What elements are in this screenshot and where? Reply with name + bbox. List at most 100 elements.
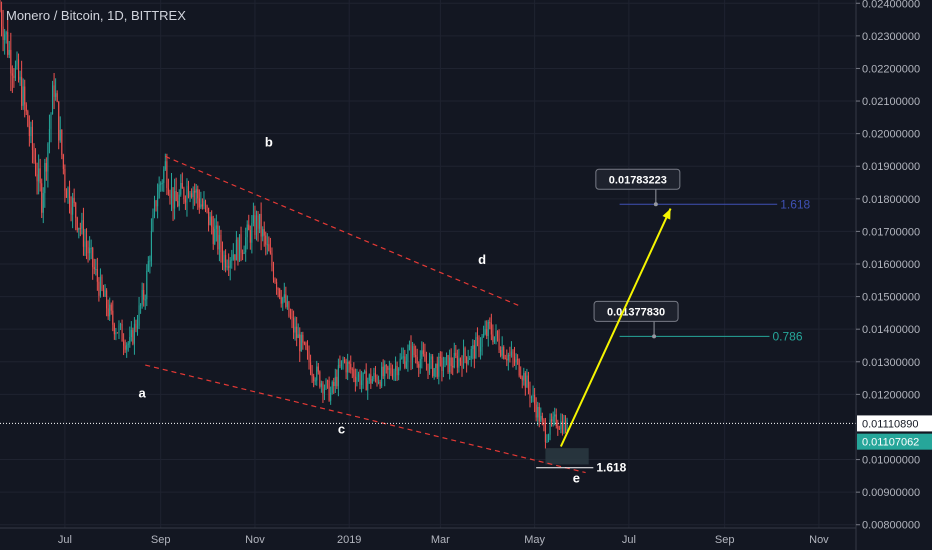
candle-body xyxy=(493,336,495,343)
candle-body xyxy=(197,189,199,199)
candle-body xyxy=(530,396,533,399)
candle-body xyxy=(5,32,7,35)
candle-body xyxy=(161,182,163,184)
y-tick-label: 0.00800000 xyxy=(862,520,920,532)
candle-body xyxy=(47,143,49,172)
candle-body xyxy=(254,215,256,236)
candle-body xyxy=(259,213,261,229)
fib-callout-value: 0.01783223 xyxy=(609,174,667,186)
candle-body xyxy=(209,216,211,226)
candle-body xyxy=(235,239,237,261)
zone-layer xyxy=(545,448,589,465)
candle-body xyxy=(170,187,173,199)
candle-body xyxy=(296,326,298,339)
candle-body xyxy=(476,337,478,339)
candle-body xyxy=(183,188,185,200)
candle-body xyxy=(552,416,554,422)
candle-body xyxy=(28,126,30,137)
candle-body xyxy=(112,310,114,325)
candle-body xyxy=(200,204,202,208)
candle-body xyxy=(523,372,525,381)
candle-body xyxy=(18,59,20,80)
candle-body xyxy=(384,365,386,377)
candle-body xyxy=(538,406,540,422)
candle-body xyxy=(297,334,299,339)
candle-body xyxy=(320,383,322,387)
candle-body xyxy=(123,341,125,346)
candle-body xyxy=(540,415,542,422)
candle-body xyxy=(452,365,454,368)
candle-body xyxy=(201,204,203,207)
candle-body xyxy=(382,366,384,377)
candle-body xyxy=(269,250,271,254)
candle-body xyxy=(425,361,427,364)
candle-body xyxy=(255,215,258,236)
candle-body xyxy=(167,188,169,195)
candle-body xyxy=(274,279,276,282)
overlay-layer: 0.786 0.01377830 1.618 0.01783223 1.618 a b c d e xyxy=(0,135,856,485)
candle-body xyxy=(119,323,122,326)
candle-body xyxy=(398,368,400,376)
candle-body xyxy=(288,301,290,317)
candle-body xyxy=(456,355,458,368)
candle-body xyxy=(546,439,548,442)
candle-body xyxy=(376,376,378,383)
candle-body xyxy=(104,290,106,297)
candle-body xyxy=(72,197,74,215)
candle-body xyxy=(361,380,363,385)
candle-body xyxy=(534,394,536,405)
candle-body xyxy=(424,354,426,362)
candle-body xyxy=(99,276,101,296)
candle-body xyxy=(561,421,563,433)
candle-body xyxy=(59,129,61,141)
candle-body xyxy=(92,247,94,268)
candle-body xyxy=(291,317,293,319)
candle-body xyxy=(367,380,369,391)
y-tick-label: 0.02400000 xyxy=(862,0,920,10)
candle-body xyxy=(155,200,157,207)
candle-body xyxy=(58,101,60,141)
candle-body xyxy=(50,114,52,129)
candle-body xyxy=(84,241,86,247)
candle-body xyxy=(357,374,360,378)
candle-body xyxy=(325,380,327,389)
candle-body xyxy=(342,360,344,362)
candle-body xyxy=(557,426,559,429)
candle-body xyxy=(144,299,146,301)
candle-body xyxy=(76,217,78,230)
current-price-badge xyxy=(857,415,932,432)
candle-body xyxy=(294,326,296,333)
candle-body xyxy=(529,388,531,399)
candle-layer xyxy=(0,0,568,449)
candle-body xyxy=(279,288,281,298)
candle-body xyxy=(0,9,1,11)
candle-body xyxy=(271,253,273,267)
candle-body xyxy=(461,361,463,369)
candle-body xyxy=(408,345,410,350)
candle-body xyxy=(345,361,347,373)
candle-body xyxy=(166,161,168,189)
candle-body xyxy=(419,358,421,368)
candle-body xyxy=(36,174,38,182)
candle-body xyxy=(231,259,233,261)
x-tick-label: Sep xyxy=(151,534,171,546)
candle-body xyxy=(479,346,482,352)
candle-body xyxy=(513,356,516,363)
candle-body xyxy=(331,381,333,393)
candle-body xyxy=(379,381,381,387)
candle-body xyxy=(506,358,508,361)
candle-body xyxy=(240,234,242,253)
candle-body xyxy=(204,201,207,206)
candle-body xyxy=(245,237,247,253)
candle-body xyxy=(158,184,160,198)
candle-body xyxy=(422,350,424,355)
candle-body xyxy=(453,352,455,368)
candle-body xyxy=(10,49,12,74)
candle-body xyxy=(257,215,259,229)
candle-body xyxy=(38,168,40,182)
candle-body xyxy=(95,269,97,271)
candle-body xyxy=(439,356,441,358)
candle-body xyxy=(217,225,219,250)
